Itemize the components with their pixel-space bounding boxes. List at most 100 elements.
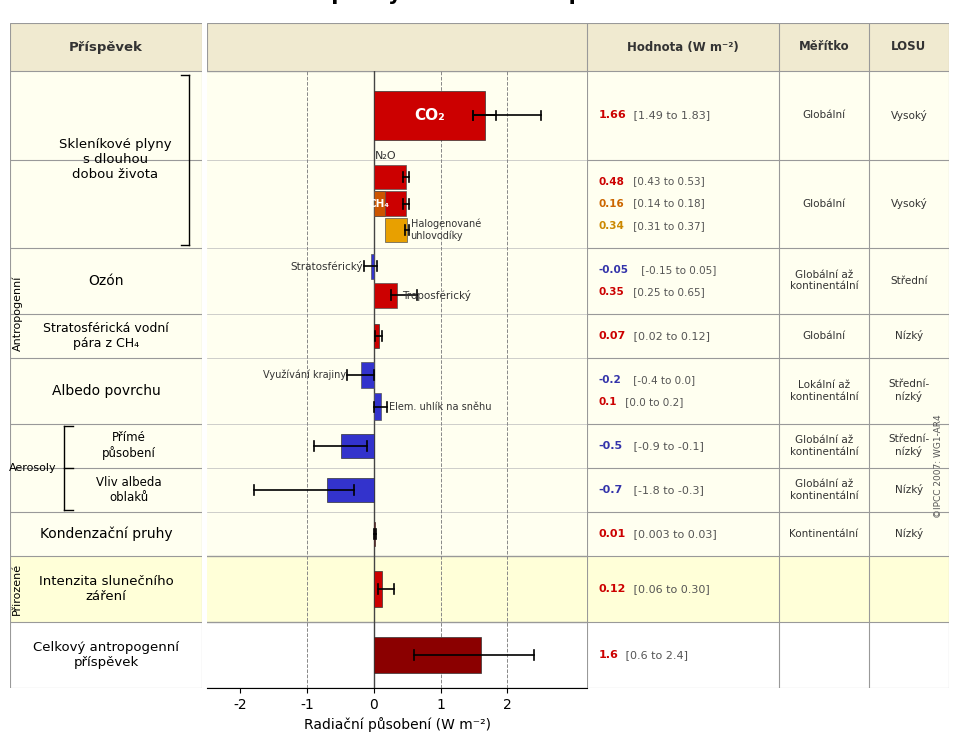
Bar bbox=[374, 191, 406, 216]
Bar bbox=[587, 247, 949, 314]
Bar bbox=[587, 622, 949, 688]
Text: -0.7: -0.7 bbox=[598, 485, 622, 495]
Text: [-0.15 to 0.05]: [-0.15 to 0.05] bbox=[638, 265, 716, 274]
Text: [0.02 to 0.12]: [0.02 to 0.12] bbox=[630, 331, 710, 341]
Text: Nízký: Nízký bbox=[895, 529, 923, 539]
Bar bbox=[207, 468, 587, 512]
Text: Kondenzační pruhy: Kondenzační pruhy bbox=[39, 526, 172, 541]
Bar bbox=[374, 91, 484, 140]
Text: Střední: Střední bbox=[890, 276, 927, 286]
Text: [-0.4 to 0.0]: [-0.4 to 0.0] bbox=[630, 374, 695, 385]
Bar bbox=[327, 478, 374, 502]
Text: 1.6: 1.6 bbox=[598, 650, 618, 660]
Text: Albedo povrchu: Albedo povrchu bbox=[52, 384, 160, 398]
Text: Globální až
kontinentální: Globální až kontinentální bbox=[790, 270, 858, 292]
Bar bbox=[587, 468, 949, 512]
Text: Stratosférická vodní
pára z CH₄: Stratosférická vodní pára z CH₄ bbox=[43, 322, 169, 350]
Text: 0.12: 0.12 bbox=[598, 584, 626, 594]
Text: Vysoký: Vysoký bbox=[891, 198, 927, 209]
Bar bbox=[341, 434, 374, 458]
Text: Střední-
nízký: Střední- nízký bbox=[888, 379, 929, 402]
Bar bbox=[10, 468, 202, 512]
Bar bbox=[207, 159, 587, 247]
Bar bbox=[587, 314, 949, 358]
Bar bbox=[10, 512, 202, 556]
Text: Stratosférický: Stratosférický bbox=[290, 261, 362, 271]
Bar bbox=[374, 283, 397, 308]
Bar bbox=[10, 424, 202, 468]
Text: -0.05: -0.05 bbox=[598, 265, 628, 274]
Text: [1.49 to 1.83]: [1.49 to 1.83] bbox=[630, 111, 710, 120]
Bar bbox=[10, 556, 202, 622]
Bar bbox=[10, 247, 202, 314]
Bar bbox=[587, 424, 949, 468]
Text: Přirozené: Přirozené bbox=[13, 563, 22, 615]
Text: Elem. uhlík na sněhu: Elem. uhlík na sněhu bbox=[388, 402, 491, 411]
Bar bbox=[374, 323, 378, 348]
Text: Globální až
kontinentální: Globální až kontinentální bbox=[790, 435, 858, 456]
Bar bbox=[587, 159, 949, 247]
Text: Hodnota (W m⁻²): Hodnota (W m⁻²) bbox=[627, 41, 739, 53]
Text: Intenzita slunečního
záření: Intenzita slunečního záření bbox=[39, 575, 173, 603]
Bar bbox=[207, 424, 587, 468]
Text: 0.35: 0.35 bbox=[598, 287, 624, 297]
Text: ©IPCC 2007: WG1-AR4: ©IPCC 2007: WG1-AR4 bbox=[934, 414, 944, 518]
Bar bbox=[207, 358, 587, 424]
Text: Lokální až
kontinentální: Lokální až kontinentální bbox=[790, 380, 858, 402]
Text: 0.01: 0.01 bbox=[598, 529, 626, 539]
Text: Nízký: Nízký bbox=[895, 330, 923, 341]
Bar bbox=[587, 71, 949, 159]
Bar bbox=[374, 191, 384, 216]
Text: Troposférický: Troposférický bbox=[402, 290, 471, 301]
X-axis label: Radiační působení (W m⁻²): Radiační působení (W m⁻²) bbox=[303, 717, 491, 732]
Text: Globální: Globální bbox=[802, 199, 846, 208]
Text: Vliv albeda
oblaků: Vliv albeda oblaků bbox=[96, 476, 162, 504]
Bar bbox=[374, 393, 380, 420]
Text: [-0.9 to -0.1]: [-0.9 to -0.1] bbox=[630, 441, 704, 451]
Text: N₂O: N₂O bbox=[375, 151, 396, 161]
Text: [-1.8 to -0.3]: [-1.8 to -0.3] bbox=[630, 485, 704, 495]
Text: Příspěvky k radiačnímu působení: Příspěvky k radiačnímu působení bbox=[286, 0, 677, 4]
Bar bbox=[360, 362, 374, 388]
Text: Aerosoly: Aerosoly bbox=[9, 462, 57, 473]
Bar bbox=[10, 622, 202, 688]
Text: Využívání krajiny: Využívání krajiny bbox=[263, 370, 346, 381]
Text: 1.66: 1.66 bbox=[598, 111, 626, 120]
Bar bbox=[10, 159, 202, 247]
Text: 0.34: 0.34 bbox=[598, 220, 624, 231]
Bar bbox=[207, 247, 587, 314]
Text: Kontinentální: Kontinentální bbox=[790, 529, 859, 539]
Text: [0.14 to 0.18]: [0.14 to 0.18] bbox=[630, 199, 705, 208]
Text: Skleníkové plyny
s dlouhou
dobou života: Skleníkové plyny s dlouhou dobou života bbox=[60, 138, 171, 181]
Text: Globální až
kontinentální: Globální až kontinentální bbox=[790, 479, 858, 501]
Text: 0.1: 0.1 bbox=[598, 397, 616, 407]
Bar bbox=[374, 165, 406, 190]
Text: [0.003 to 0.03]: [0.003 to 0.03] bbox=[630, 529, 716, 539]
Text: [0.06 to 0.30]: [0.06 to 0.30] bbox=[630, 584, 710, 594]
Bar bbox=[371, 253, 374, 279]
Text: Globální: Globální bbox=[802, 111, 846, 120]
Bar bbox=[10, 71, 202, 159]
Bar bbox=[207, 314, 587, 358]
Bar bbox=[384, 217, 407, 242]
Bar bbox=[587, 512, 949, 556]
Bar bbox=[10, 358, 202, 424]
Bar bbox=[207, 622, 587, 688]
Text: CH₄: CH₄ bbox=[369, 199, 390, 208]
Text: CO₂: CO₂ bbox=[414, 108, 445, 123]
Text: [0.43 to 0.53]: [0.43 to 0.53] bbox=[630, 177, 705, 186]
Text: [0.25 to 0.65]: [0.25 to 0.65] bbox=[630, 287, 705, 297]
Text: Nízký: Nízký bbox=[895, 484, 923, 496]
Text: Měřítko: Měřítko bbox=[798, 41, 849, 53]
Text: LOSU: LOSU bbox=[891, 41, 926, 53]
Text: 0.48: 0.48 bbox=[598, 177, 624, 186]
Bar bbox=[587, 358, 949, 424]
Text: -0.5: -0.5 bbox=[598, 441, 622, 451]
Text: 0.16: 0.16 bbox=[598, 199, 624, 208]
Text: Střední-
nízký: Střední- nízký bbox=[888, 435, 929, 457]
Text: Halogenované
uhlovodíky: Halogenované uhlovodíky bbox=[410, 219, 481, 241]
Text: Ozón: Ozón bbox=[89, 274, 123, 288]
Text: Celkový antropogenní
příspěvek: Celkový antropogenní příspěvek bbox=[33, 641, 179, 669]
Bar bbox=[207, 556, 587, 622]
Bar bbox=[207, 512, 587, 556]
